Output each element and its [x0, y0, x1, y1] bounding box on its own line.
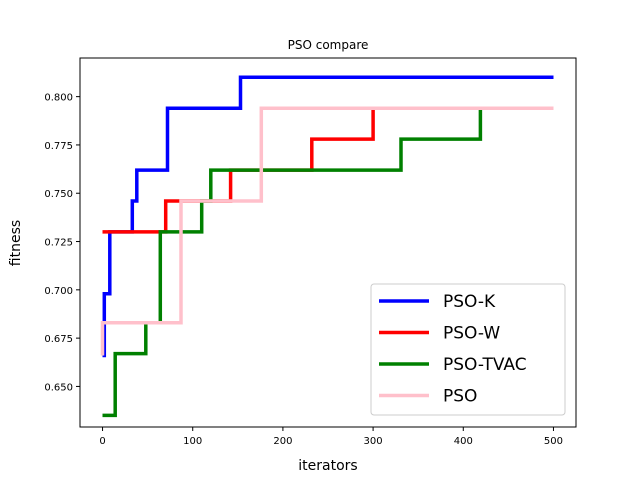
plot-frame [79, 57, 577, 428]
x-axis-label: iterators [298, 458, 357, 474]
y-tick-label: 0.675 [44, 334, 73, 345]
chart-title: PSO compare [288, 38, 369, 52]
x-tick-label: 200 [273, 436, 292, 447]
y-tick-label: 0.800 [44, 93, 73, 104]
x-axis: 0 100 200 300 400 500 [99, 427, 563, 447]
x-tick-label: 300 [364, 436, 383, 447]
series-layer [100, 75, 554, 418]
series-line-pso [100, 106, 554, 356]
legend-label: PSO-K [443, 292, 496, 312]
legend-label: PSO-TVAC [443, 355, 527, 375]
legend-label: PSO-W [443, 324, 500, 344]
legend-box [370, 283, 566, 416]
legend: PSO-K PSO-W PSO-TVAC PSO [370, 283, 566, 416]
x-tick-label: 500 [544, 436, 563, 447]
y-tick-label: 0.700 [44, 286, 73, 297]
series-line-pso-tvac [102, 106, 554, 418]
y-tick-label: 0.725 [44, 238, 73, 249]
y-tick-label: 0.775 [44, 141, 73, 152]
x-tick-label: 400 [454, 436, 473, 447]
y-axis-label: fitness [8, 220, 24, 266]
x-tick-label: 100 [183, 436, 202, 447]
y-tick-label: 0.750 [44, 189, 73, 200]
y-axis: 0.650 0.675 0.700 0.725 0.750 0.775 0.800 [44, 93, 80, 393]
series-line-pso-k [102, 75, 554, 358]
y-tick-label: 0.650 [44, 382, 73, 393]
x-tick-label: 0 [99, 436, 105, 447]
legend-label: PSO [443, 387, 477, 407]
